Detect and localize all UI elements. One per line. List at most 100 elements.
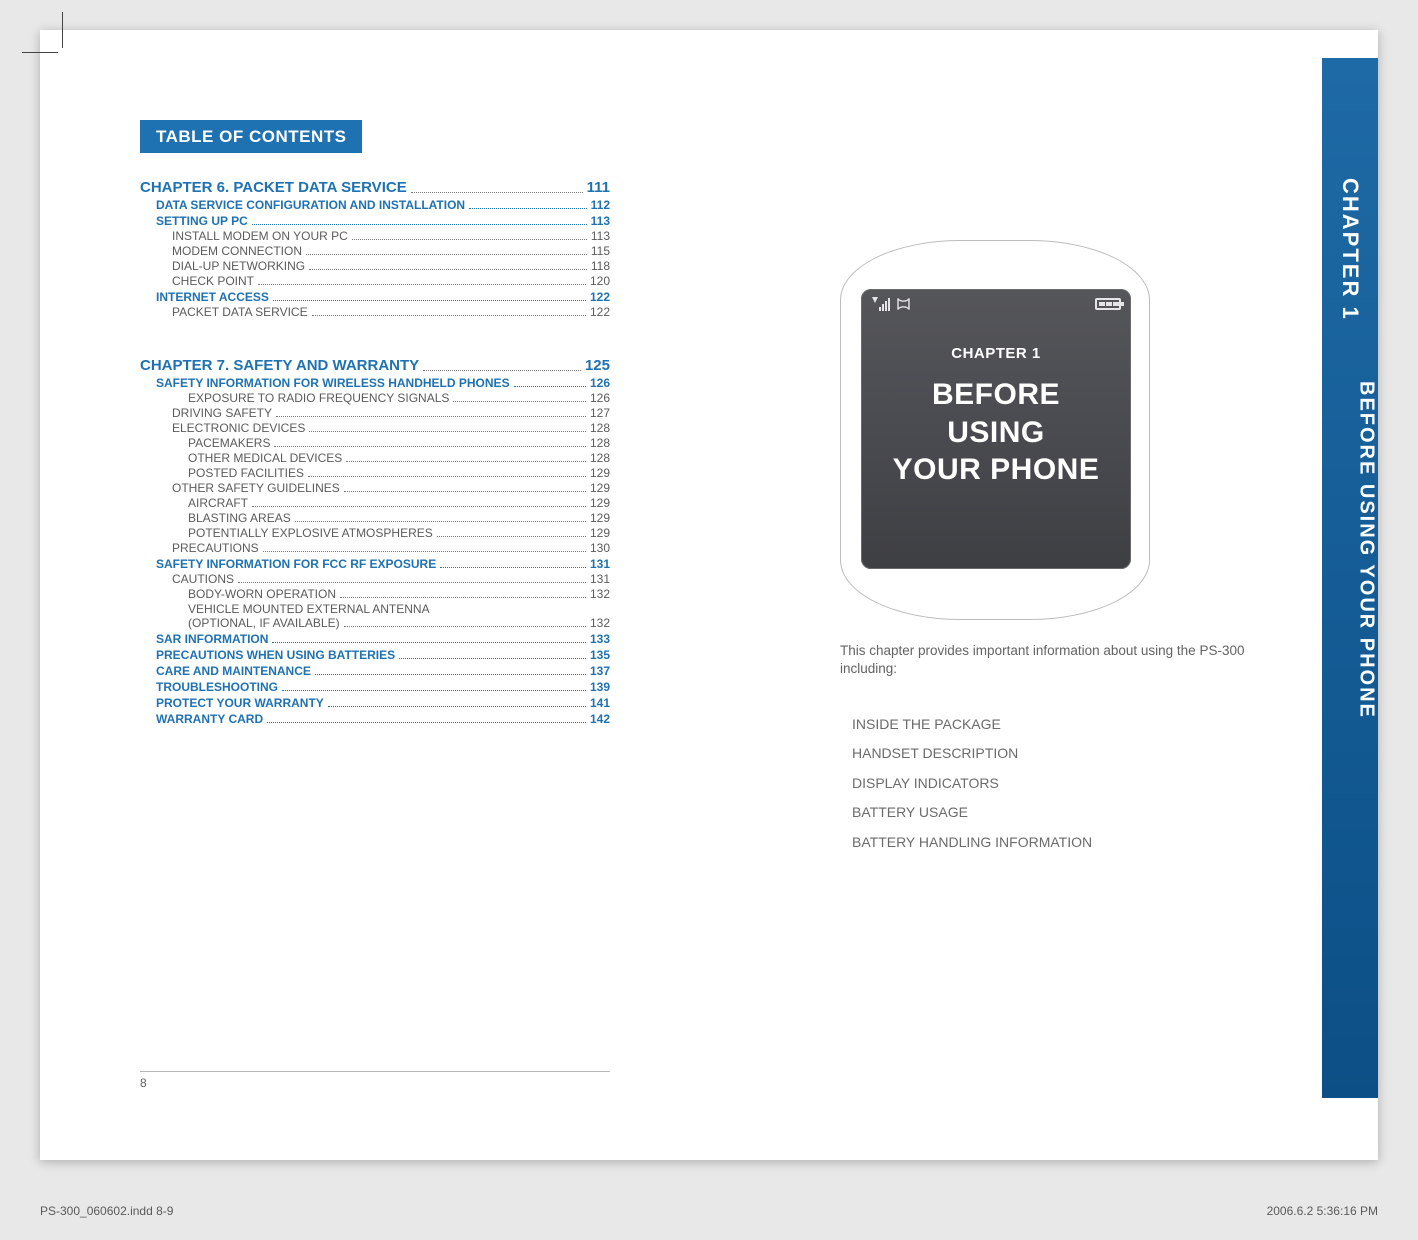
toc-entry-label: AIRCRAFT xyxy=(188,496,248,510)
toc-entry-page: 112 xyxy=(591,198,610,212)
toc-entry-label: PRECAUTIONS xyxy=(172,541,259,555)
toc-entry: SAFETY INFORMATION FOR WIRELESS HANDHELD… xyxy=(140,376,610,390)
toc-entry-label: POTENTIALLY EXPLOSIVE ATMOSPHERES xyxy=(188,526,433,540)
toc-entry-page: 127 xyxy=(590,406,610,420)
toc-entry: CAUTIONS131 xyxy=(140,572,610,586)
toc-entry: WARRANTY CARD 142 xyxy=(140,712,610,726)
toc-entry-label: WARRANTY CARD xyxy=(156,712,263,726)
toc-entry-label: BODY-WORN OPERATION xyxy=(188,587,336,601)
toc-entry: OTHER SAFETY GUIDELINES 129 xyxy=(140,481,610,495)
phone-title-line: YOUR PHONE xyxy=(861,451,1131,489)
toc-entry-label: MODEM CONNECTION xyxy=(172,244,302,258)
phone-title-line: BEFORE xyxy=(861,376,1131,414)
toc-entry-page: 129 xyxy=(590,481,610,495)
footer-left: PS-300_060602.indd 8-9 xyxy=(40,1204,173,1218)
toc-entry-page: 133 xyxy=(590,632,610,646)
left-page: TABLE OF CONTENTS CHAPTER 6. PACKET DATA… xyxy=(140,120,610,744)
toc-entry: PACKET DATA SERVICE 122 xyxy=(140,305,610,319)
toc-entry-page: 139 xyxy=(590,680,610,694)
toc-entry-page: 137 xyxy=(590,664,610,678)
toc-entry: EXPOSURE TO RADIO FREQUENCY SIGNALS 126 xyxy=(140,391,610,405)
toc-entry-label: VEHICLE MOUNTED EXTERNAL ANTENNA xyxy=(188,602,610,616)
side-tab-text: CHAPTER 1 BEFORE USING YOUR PHONE xyxy=(1322,58,1378,1098)
toc-entry: PACEMAKERS 128 xyxy=(140,436,610,450)
battery-icon xyxy=(1095,298,1121,310)
toc-entry-label: SETTING UP PC xyxy=(156,214,248,228)
toc-entry-label: CARE AND MAINTENANCE xyxy=(156,664,311,678)
toc-entry-label: PROTECT YOUR WARRANTY xyxy=(156,696,324,710)
toc-entry-page: 122 xyxy=(590,290,610,304)
toc-entry-page: 120 xyxy=(590,274,610,288)
phone-screen: CHAPTER 1 BEFORE USING YOUR PHONE xyxy=(861,289,1131,569)
toc-entry-page: 131 xyxy=(590,572,610,586)
toc-entry: SAFETY INFORMATION FOR FCC RF EXPOSURE13… xyxy=(140,557,610,571)
toc-entry-label: SAFETY INFORMATION FOR WIRELESS HANDHELD… xyxy=(156,376,510,390)
topic-item: BATTERY USAGE xyxy=(852,798,1272,827)
toc-entry-label: DIAL-UP NETWORKING xyxy=(172,259,305,273)
toc-entry-label: PACKET DATA SERVICE xyxy=(172,305,308,319)
phone-status-bar xyxy=(871,295,1121,317)
toc-entry: TROUBLESHOOTING 139 xyxy=(140,680,610,694)
toc-body: CHAPTER 6. PACKET DATA SERVICE 111 DATA SE… xyxy=(140,179,610,744)
toc-entry: PRECAUTIONS WHEN USING BATTERIES135 xyxy=(140,648,610,662)
toc-entry-label: INSTALL MODEM ON YOUR PC xyxy=(172,229,348,243)
toc-entry-label: SAR INFORMATION xyxy=(156,632,268,646)
toc-entry-label: PRECAUTIONS WHEN USING BATTERIES xyxy=(156,648,395,662)
toc-entry-label: POSTED FACILITIES xyxy=(188,466,304,480)
toc-entry: POSTED FACILITIES 129 xyxy=(140,466,610,480)
toc-entry-label: DATA SERVICE CONFIGURATION AND INSTALLAT… xyxy=(156,198,465,212)
crop-mark-horizontal xyxy=(22,52,58,53)
side-tab: CHAPTER 1 BEFORE USING YOUR PHONE xyxy=(1322,58,1378,1098)
toc-entry: DATA SERVICE CONFIGURATION AND INSTALLAT… xyxy=(140,198,610,212)
toc-entry: PROTECT YOUR WARRANTY 141 xyxy=(140,696,610,710)
toc-entry: VEHICLE MOUNTED EXTERNAL ANTENNA(OPTIONA… xyxy=(140,602,610,630)
toc-entry-page: 128 xyxy=(590,421,610,435)
page-number-left: 8 xyxy=(140,1076,147,1090)
topic-item: DISPLAY INDICATORS xyxy=(852,769,1272,798)
toc-entry: AIRCRAFT 129 xyxy=(140,496,610,510)
toc-entry-label: CHECK POINT xyxy=(172,274,254,288)
toc-entry: INSTALL MODEM ON YOUR PC113 xyxy=(140,229,610,243)
toc-entry-page: 126 xyxy=(590,391,610,405)
side-tab-subtitle: BEFORE USING YOUR PHONE xyxy=(1323,381,1378,719)
toc-entry-page: 113 xyxy=(591,214,610,228)
toc-entry-page: 131 xyxy=(590,557,610,571)
toc-entry-label: DRIVING SAFETY xyxy=(172,406,272,420)
toc-entry: MODEM CONNECTION115 xyxy=(140,244,610,258)
toc-entry-label: ELECTRONIC DEVICES xyxy=(172,421,305,435)
toc-entry-page: 129 xyxy=(590,466,610,480)
topic-item: HANDSET DESCRIPTION xyxy=(852,739,1272,768)
phone-chapter-label: CHAPTER 1 xyxy=(861,345,1131,362)
toc-entry-label: PACEMAKERS xyxy=(188,436,270,450)
toc-entry-page: 130 xyxy=(590,541,610,555)
toc-entry-page: 129 xyxy=(590,511,610,525)
toc-entry-label: OTHER SAFETY GUIDELINES xyxy=(172,481,340,495)
toc-entry-label: INTERNET ACCESS xyxy=(156,290,269,304)
toc-entry-label2: (OPTIONAL, IF AVAILABLE) xyxy=(188,616,340,630)
toc-entry: CARE AND MAINTENANCE 137 xyxy=(140,664,610,678)
toc-chapter-label: CHAPTER 7. SAFETY AND WARRANTY xyxy=(140,357,419,374)
toc-entry-page: 129 xyxy=(590,496,610,510)
toc-chapter-page: 111 xyxy=(587,179,610,196)
toc-chapter-page: 125 xyxy=(585,357,610,374)
toc-entry-label: EXPOSURE TO RADIO FREQUENCY SIGNALS xyxy=(188,391,449,405)
toc-entry: SETTING UP PC 113 xyxy=(140,214,610,228)
toc-entry-label: TROUBLESHOOTING xyxy=(156,680,278,694)
phone-frame: CHAPTER 1 BEFORE USING YOUR PHONE xyxy=(840,240,1150,620)
chapter-topics: INSIDE THE PACKAGEHANDSET DESCRIPTIONDIS… xyxy=(852,710,1272,857)
toc-entry: SAR INFORMATION 133 xyxy=(140,632,610,646)
toc-chapter-label: CHAPTER 6. PACKET DATA SERVICE xyxy=(140,179,407,196)
toc-entry: CHECK POINT 120 xyxy=(140,274,610,288)
toc-chapter-title: CHAPTER 6. PACKET DATA SERVICE 111 xyxy=(140,179,610,196)
toc-entry-label: OTHER MEDICAL DEVICES xyxy=(188,451,342,465)
signal-icon xyxy=(871,295,913,317)
toc-entry-page: 122 xyxy=(590,305,610,319)
toc-entry: OTHER MEDICAL DEVICES128 xyxy=(140,451,610,465)
footer-right: 2006.6.2 5:36:16 PM xyxy=(1267,1204,1378,1218)
toc-entry-page: 142 xyxy=(590,712,610,726)
toc-entry-page: 128 xyxy=(590,436,610,450)
document-sheet: TABLE OF CONTENTS CHAPTER 6. PACKET DATA… xyxy=(40,30,1378,1160)
toc-entry: BODY-WORN OPERATION132 xyxy=(140,587,610,601)
toc-entry: POTENTIALLY EXPLOSIVE ATMOSPHERES129 xyxy=(140,526,610,540)
toc-entry-page: 141 xyxy=(590,696,610,710)
